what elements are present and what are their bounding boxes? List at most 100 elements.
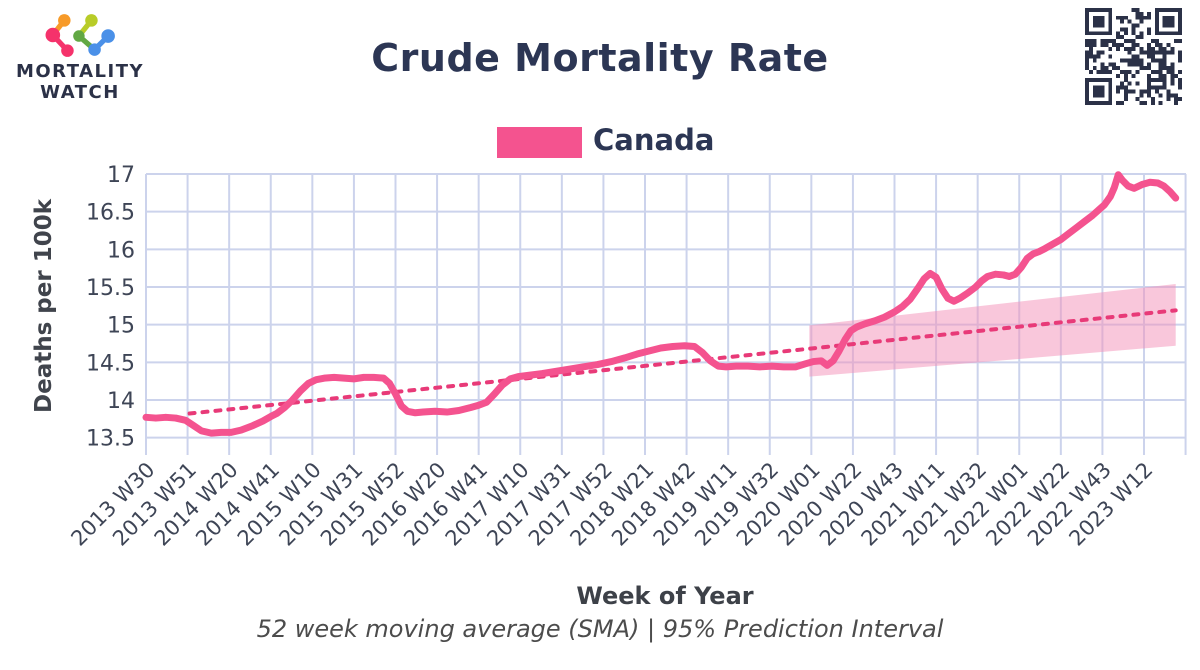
qr-module [1162,8,1167,12]
qr-module [1123,15,1128,20]
qr-module [1119,58,1124,63]
logo-node [58,14,71,27]
qr-module [1108,93,1113,98]
qr-module [1104,42,1109,47]
qr-module [1147,31,1152,36]
qr-module [1139,58,1144,63]
qr-module [1092,31,1097,36]
qr-module [1096,70,1101,75]
qr-module [1158,73,1163,78]
qr-module [1178,97,1182,102]
qr-module [1166,31,1171,36]
logo: MORTALITY WATCH [0,0,170,110]
qr-module [1100,70,1105,75]
qr-module [1170,81,1175,86]
qr-module [1100,42,1105,47]
qr-module [1166,42,1171,47]
qr-module [1123,77,1128,82]
qr-module [1085,85,1089,90]
qr-module [1135,11,1140,16]
qr-module [1170,50,1175,55]
qr-module [1154,42,1159,47]
qr-module [1092,15,1097,20]
qr-module [1108,81,1113,86]
qr-module [1092,89,1097,94]
qr-module [1108,19,1113,24]
qr-module [1127,50,1132,55]
qr-module [1085,31,1089,36]
qr-module [1100,15,1105,20]
qr-module [1150,97,1155,102]
qr-module [1162,19,1167,24]
qr-module [1147,50,1152,55]
qr-module [1178,77,1182,82]
qr-module [1096,77,1101,82]
qr-module [1131,8,1136,12]
qr-module [1147,93,1152,98]
qr-module [1100,39,1105,43]
qr-module [1123,93,1128,98]
qr-module [1178,23,1182,28]
qr-module [1158,50,1163,55]
qr-module [1150,101,1155,105]
y-tick-label: 13.5 [86,427,135,452]
y-tick-label: 15 [107,314,135,339]
qr-module [1112,39,1117,43]
qr-module [1158,8,1163,12]
qr-module [1170,77,1175,82]
qr-module [1127,89,1132,94]
qr-module [1162,23,1167,28]
qr-module [1096,8,1101,12]
qr-module [1085,27,1089,32]
qr-module [1108,11,1113,16]
qr-module [1178,27,1182,32]
qr-module [1085,8,1089,12]
qr-module [1143,66,1148,71]
qr-module [1131,58,1136,63]
qr-module [1170,46,1175,51]
qr-module [1147,73,1152,78]
qr-module [1100,62,1105,67]
qr-module [1123,70,1128,75]
qr-module [1119,19,1124,24]
qr-module [1092,23,1097,28]
qr-module [1154,8,1159,12]
qr-module [1139,66,1144,71]
qr-module [1092,77,1097,82]
qr-module [1178,50,1182,55]
logo-node [88,43,101,56]
qr-module [1123,89,1128,94]
qr-module [1088,50,1093,55]
chart-title: Crude Mortality Rate [371,36,829,80]
qr-module [1158,31,1163,36]
qr-module [1170,8,1175,12]
qr-module [1088,54,1093,59]
qr-module [1135,81,1140,86]
qr-module [1108,23,1113,28]
trend-line [187,308,1178,416]
qr-module [1170,62,1175,67]
qr-module [1131,46,1136,51]
qr-module [1170,73,1175,78]
qr-module [1127,58,1132,63]
qr-module [1139,89,1144,94]
qr-module [1166,93,1171,98]
qr-module [1162,15,1167,20]
qr-module [1127,81,1132,86]
qr-module [1092,85,1097,90]
qr-module [1147,11,1152,16]
qr-module [1123,58,1128,63]
qr-module [1096,23,1101,28]
qr-module [1119,70,1124,75]
qr-module [1139,46,1144,51]
qr-module [1108,15,1113,20]
qr-module [1135,58,1140,63]
qr-module [1178,58,1182,63]
chart-subtitle: 52 week moving average (SMA) | 95% Predi… [256,615,944,643]
qr-module [1174,101,1179,105]
qr-module [1158,85,1163,90]
qr-module [1119,27,1124,32]
qr-module [1085,77,1089,82]
qr-module [1154,27,1159,32]
legend-swatch [497,127,582,158]
